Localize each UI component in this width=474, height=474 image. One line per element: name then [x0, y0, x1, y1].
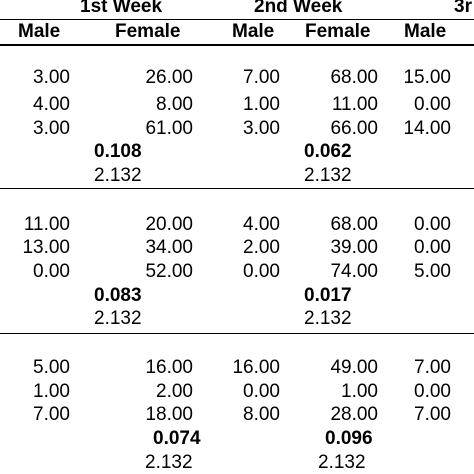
cell: 4.00: [33, 94, 70, 115]
p-value: 0.062: [304, 141, 352, 162]
cell: 68.00: [330, 67, 378, 88]
cell: 61.00: [145, 118, 193, 139]
cell: 26.00: [145, 67, 193, 88]
cell: 0.00: [243, 261, 280, 282]
p-value: 0.096: [325, 428, 373, 449]
cell: 39.00: [330, 237, 378, 258]
p-value: 0.108: [94, 141, 142, 162]
critical-value: 2.132: [94, 165, 142, 186]
cell: 34.00: [145, 237, 193, 258]
cell: 0.00: [414, 94, 451, 115]
cell: 20.00: [145, 214, 193, 235]
header-female-2: Female: [305, 21, 371, 42]
p-value: 0.017: [304, 285, 352, 306]
cell: 11.00: [331, 94, 378, 115]
header-week-2: 2nd Week: [254, 0, 343, 17]
cell: 3.00: [33, 118, 70, 139]
group-rule: [0, 188, 474, 189]
group-rule: [0, 333, 474, 334]
header-male-3: Male: [404, 21, 447, 42]
critical-value: 2.132: [94, 308, 142, 329]
cell: 16.00: [232, 357, 280, 378]
cell: 28.00: [330, 404, 378, 425]
cell: 8.00: [156, 94, 193, 115]
cell: 3.00: [243, 118, 280, 139]
critical-value: 2.132: [304, 165, 352, 186]
critical-value: 2.132: [304, 308, 352, 329]
cell: 7.00: [414, 404, 451, 425]
cell: 0.00: [414, 214, 451, 235]
cell: 4.00: [243, 214, 280, 235]
cell: 16.00: [145, 357, 193, 378]
cell: 68.00: [330, 214, 378, 235]
cell: 5.00: [33, 357, 70, 378]
cell: 0.00: [33, 261, 70, 282]
cell: 2.00: [156, 381, 193, 402]
cell: 15.00: [403, 67, 451, 88]
header-male-1: Male: [18, 21, 61, 42]
cell: 52.00: [145, 261, 193, 282]
critical-value: 2.132: [145, 452, 193, 473]
cell: 3.00: [33, 67, 70, 88]
cell: 74.00: [330, 261, 378, 282]
cell: 66.00: [330, 118, 378, 139]
header-week-1: 1st Week: [80, 0, 163, 17]
p-value: 0.083: [94, 285, 142, 306]
header-rule-1: [0, 19, 474, 20]
cell: 11.00: [23, 214, 70, 235]
p-value: 0.074: [153, 428, 201, 449]
header-female-1: Female: [115, 21, 181, 42]
cell: 1.00: [33, 381, 70, 402]
header-male-2: Male: [232, 21, 275, 42]
critical-value: 2.132: [318, 452, 366, 473]
cell: 7.00: [243, 67, 280, 88]
header-week-3: 3r: [454, 0, 472, 17]
cell: 0.00: [243, 381, 280, 402]
cell: 7.00: [33, 404, 70, 425]
cell: 0.00: [414, 381, 451, 402]
cell: 18.00: [145, 404, 193, 425]
cell: 1.00: [341, 381, 378, 402]
cell: 1.00: [243, 94, 280, 115]
cell: 8.00: [243, 404, 280, 425]
cell: 14.00: [403, 118, 451, 139]
cell: 7.00: [414, 357, 451, 378]
cell: 2.00: [243, 237, 280, 258]
header-rule-2: [0, 44, 474, 46]
cell: 5.00: [414, 261, 451, 282]
cell: 49.00: [330, 357, 378, 378]
cell: 13.00: [22, 237, 70, 258]
cell: 0.00: [414, 237, 451, 258]
